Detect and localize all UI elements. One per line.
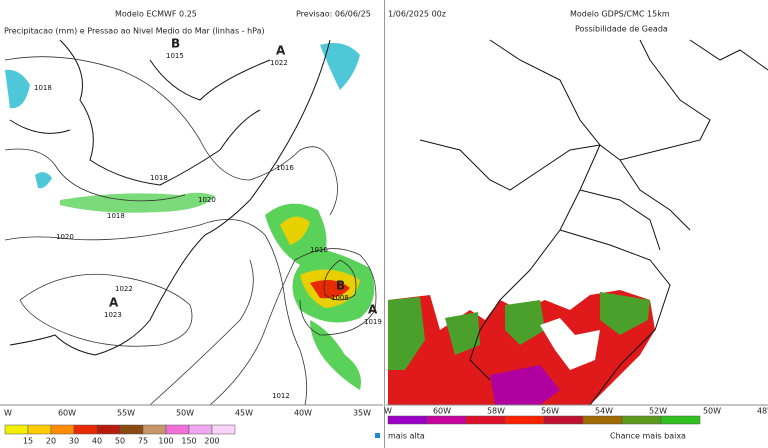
longitude-label: 50W [176, 409, 194, 418]
panel-bg [0, 0, 383, 448]
frost-area [388, 292, 650, 370]
longitude-label: 48W [757, 407, 768, 416]
coastline [9, 39, 331, 356]
isobar-label: 1012 [272, 392, 290, 400]
colorbar-swatch [119, 424, 144, 435]
longitude-label: W [384, 407, 392, 416]
model-title: Modelo ECMWF 0.25 [115, 10, 197, 19]
colorbar-swatch [188, 424, 213, 435]
subtitle: Possibilidade de Geada [575, 25, 668, 34]
precip-area [35, 172, 52, 189]
isobar-label: 1022 [115, 285, 133, 293]
pressure-value: 1008 [331, 294, 349, 302]
pressure-value: 1022 [270, 59, 288, 67]
pressure-center: A [276, 44, 286, 58]
borders [419, 39, 768, 406]
frost-area [388, 290, 655, 405]
isobar-label: 1018 [150, 174, 168, 182]
legend-high: mais alta [388, 432, 425, 441]
precip-area [60, 192, 215, 213]
longitude-label: 56W [541, 407, 559, 416]
colorbar-swatch [465, 415, 506, 425]
longitude-label: W [4, 409, 12, 418]
isobar-label: 1018 [107, 212, 125, 220]
pressure-value: 1023 [104, 311, 122, 319]
colorbar-swatch [96, 424, 121, 435]
colorbar-swatch [50, 424, 75, 435]
frost-area [490, 365, 560, 405]
longitude-label: 35W [353, 409, 371, 418]
colorbar-swatch [621, 415, 662, 425]
colorbar-swatch [504, 415, 545, 425]
colorbar-label: 200 [204, 437, 219, 446]
precip-area [310, 320, 361, 390]
precip-area [310, 279, 350, 299]
longitude-label: 55W [117, 409, 135, 418]
colorbar-label: 30 [69, 437, 79, 446]
pressure-center: A [368, 303, 378, 317]
colorbar-label: 40 [92, 437, 102, 446]
longitude-label: 60W [433, 407, 451, 416]
colorbar-swatch [660, 415, 701, 425]
colorbar-swatch [27, 424, 52, 435]
right-map: 1/06/2025 00z Modelo GDPS/CMC 15km Possi… [386, 10, 768, 406]
pressure-value: 1019 [364, 318, 382, 326]
colorbar-label: 100 [158, 437, 173, 446]
pressure-center: B [336, 279, 345, 293]
colorbar-swatch [211, 424, 236, 435]
colorbar-swatch [582, 415, 623, 425]
isobar-label: 1020 [56, 233, 74, 241]
isobar-label: 1016 [310, 246, 328, 254]
pressure-value: 1015 [166, 52, 184, 60]
colorbar-swatch [142, 424, 167, 435]
isobar [4, 56, 377, 406]
pressure-center: A [109, 296, 119, 310]
isobar-label: 1018 [34, 84, 52, 92]
longitude-label: 45W [235, 409, 253, 418]
forecast-date: Previsao: 06/06/25 [296, 10, 371, 19]
colorbar-swatch [4, 424, 29, 435]
colorbar-swatch [165, 424, 190, 435]
run-date: 1/06/2025 00z [388, 10, 446, 19]
colorbar-swatch [387, 415, 428, 425]
precip-area [5, 69, 30, 109]
legend-low: Chance mais baixa [610, 432, 686, 441]
longitude-label: 40W [294, 409, 312, 418]
colorbar-label: 20 [46, 437, 56, 446]
model-title: Modelo GDPS/CMC 15km [570, 10, 670, 19]
longitude-label: 60W [58, 409, 76, 418]
longitude-label: 58W [487, 407, 505, 416]
longitude-label: 54W [595, 407, 613, 416]
pressure-center: B [171, 37, 180, 51]
isobar-label: 1020 [198, 196, 216, 204]
colorbar-swatch [426, 415, 467, 425]
legend-marker [375, 433, 380, 438]
longitude-label: 52W [649, 407, 667, 416]
isobar-label: 1016 [276, 164, 294, 172]
colorbar-label: 15 [23, 437, 33, 446]
colorbar-label: 50 [115, 437, 125, 446]
longitude-label: 50W [703, 407, 721, 416]
precip-area [320, 42, 360, 90]
colorbar-swatch [543, 415, 584, 425]
colorbar-swatch [73, 424, 98, 435]
colorbar-label: 150 [181, 437, 196, 446]
colorbar-label: 75 [138, 437, 148, 446]
borders [9, 39, 271, 186]
subtitle: Precipitacao (mm) e Pressao ao Nivel Med… [4, 27, 265, 36]
no-frost [540, 318, 600, 370]
left-map: Modelo ECMWF 0.25 Previsao: 06/06/25 Pre… [0, 0, 383, 448]
